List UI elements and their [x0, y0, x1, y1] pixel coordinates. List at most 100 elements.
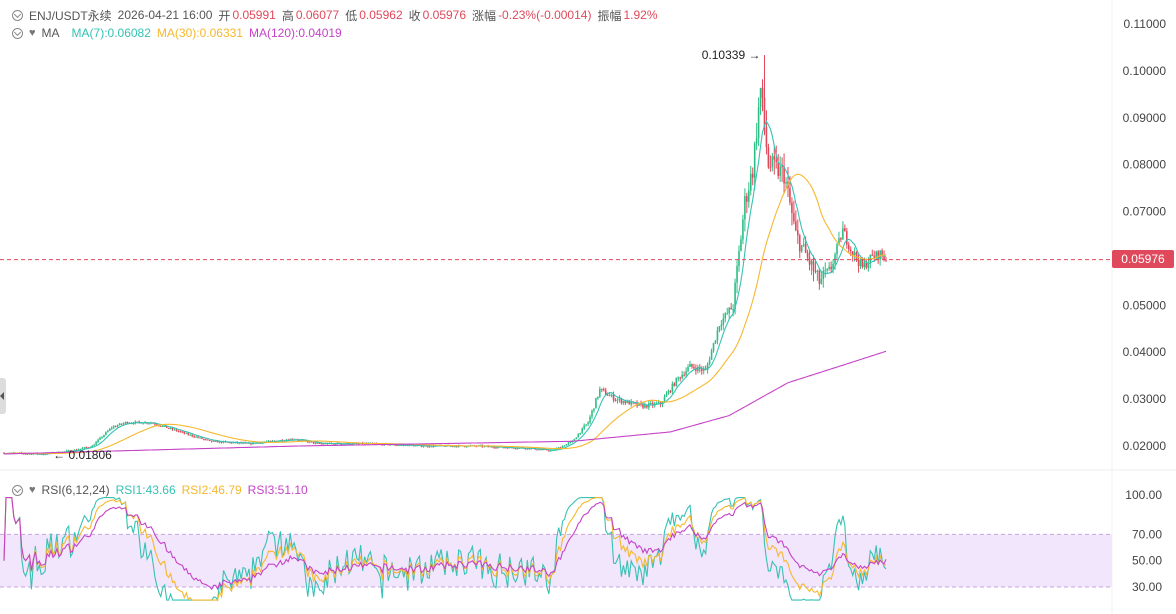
candle-body: [175, 429, 178, 431]
candle-body: [577, 434, 580, 438]
price-tick-label: 0.05000: [1123, 298, 1167, 312]
ma120-line: [3, 350, 887, 455]
candle-body: [26, 453, 29, 455]
candle-body: [148, 423, 150, 425]
ma7-line: [3, 120, 887, 455]
candle-body: [538, 449, 540, 451]
candle-body: [81, 448, 84, 450]
candle-body: [726, 313, 729, 315]
ma-collapse-toggle-icon[interactable]: [12, 27, 23, 39]
open-label: 开: [218, 8, 231, 23]
candle-body: [181, 431, 184, 433]
candle-body: [763, 97, 766, 128]
candle-body: [218, 441, 221, 443]
price-tick-label: 0.07000: [1123, 205, 1167, 219]
candle-body: [675, 377, 678, 386]
candle-body: [87, 447, 90, 449]
candle-body: [185, 432, 188, 434]
candle-body: [620, 398, 623, 403]
candle-body: [161, 426, 164, 428]
candle-body: [201, 437, 203, 439]
candle-body: [205, 439, 207, 441]
ma-legend: ♥ MA MA(7):0.06082 MA(30):0.06331 MA(120…: [12, 24, 348, 42]
candle-body: [765, 127, 768, 148]
candle-body: [195, 436, 197, 438]
open-value: 0.05991: [232, 8, 276, 22]
candle-body: [24, 453, 27, 455]
candle-body: [689, 363, 691, 368]
candle-body: [881, 250, 883, 257]
candle-body: [565, 444, 568, 446]
candle-body: [838, 238, 840, 245]
candle-body: [212, 440, 215, 442]
candle-body: [706, 364, 709, 370]
last-price-tag: 0.05976: [1112, 250, 1174, 268]
candle-body: [802, 244, 805, 246]
candle-body: [165, 425, 168, 428]
candle-body: [859, 259, 862, 266]
rsi2-value: RSI2:46.79: [181, 483, 242, 497]
change-value: -0.23%(-0.00014): [498, 8, 592, 22]
candle-body: [579, 432, 582, 435]
candle-body: [124, 422, 127, 424]
candle-body: [873, 255, 876, 259]
candle-body: [207, 439, 209, 441]
candle-body: [693, 366, 695, 369]
candle-body: [91, 445, 93, 448]
candle-body: [116, 425, 119, 427]
candle-body: [800, 245, 803, 252]
rsi-tick-label: 100.00: [1125, 488, 1162, 502]
candle-body: [628, 400, 631, 405]
candle-body: [816, 270, 819, 272]
candle-body: [722, 318, 725, 325]
candle-body: [761, 87, 764, 98]
candle-body: [156, 424, 158, 426]
candle-body: [771, 156, 774, 168]
candle-body: [483, 446, 485, 448]
candle-body: [187, 432, 190, 435]
candle-body: [846, 231, 848, 245]
candle-body: [744, 196, 746, 220]
candle-body: [740, 239, 742, 251]
rsi-collapse-toggle-icon[interactable]: [12, 484, 23, 496]
ma30-line: [3, 173, 887, 455]
candle-body: [465, 446, 468, 448]
candle-body: [797, 230, 799, 236]
candle-body: [524, 448, 527, 450]
candle-body: [783, 166, 785, 184]
rsi-bell-icon[interactable]: ♥: [29, 484, 36, 496]
candle-body: [716, 330, 719, 341]
ma-label: MA: [41, 26, 60, 40]
candle-body: [589, 416, 591, 423]
collapse-toggle-icon[interactable]: [12, 9, 23, 21]
bell-icon[interactable]: ♥: [29, 27, 36, 39]
high-label: 高: [281, 8, 294, 23]
candle-body: [748, 190, 750, 202]
candle-body: [767, 147, 770, 168]
candle-body: [702, 369, 705, 371]
side-panel-handle[interactable]: [0, 378, 6, 414]
candle-body: [700, 369, 703, 371]
rsi-tick-label: 30.00: [1132, 580, 1162, 594]
candle-body: [122, 423, 125, 425]
candle-body: [861, 259, 864, 268]
candle-body: [734, 282, 736, 310]
candle-body: [42, 454, 44, 456]
candle-body: [742, 219, 744, 240]
candle-body: [503, 447, 505, 449]
candle-body: [540, 449, 542, 451]
candle-body: [563, 445, 566, 447]
candle-body: [753, 143, 756, 178]
candle-body: [865, 262, 868, 268]
candle-body: [97, 439, 99, 442]
candle-body: [109, 428, 111, 431]
candle-body: [191, 434, 193, 437]
candle-body: [671, 383, 674, 392]
candle-body: [209, 440, 211, 442]
candle-body: [114, 426, 117, 428]
candle-body: [616, 399, 619, 401]
candle-body: [842, 228, 844, 240]
candle-body: [814, 270, 817, 272]
candle-body: [622, 401, 625, 403]
